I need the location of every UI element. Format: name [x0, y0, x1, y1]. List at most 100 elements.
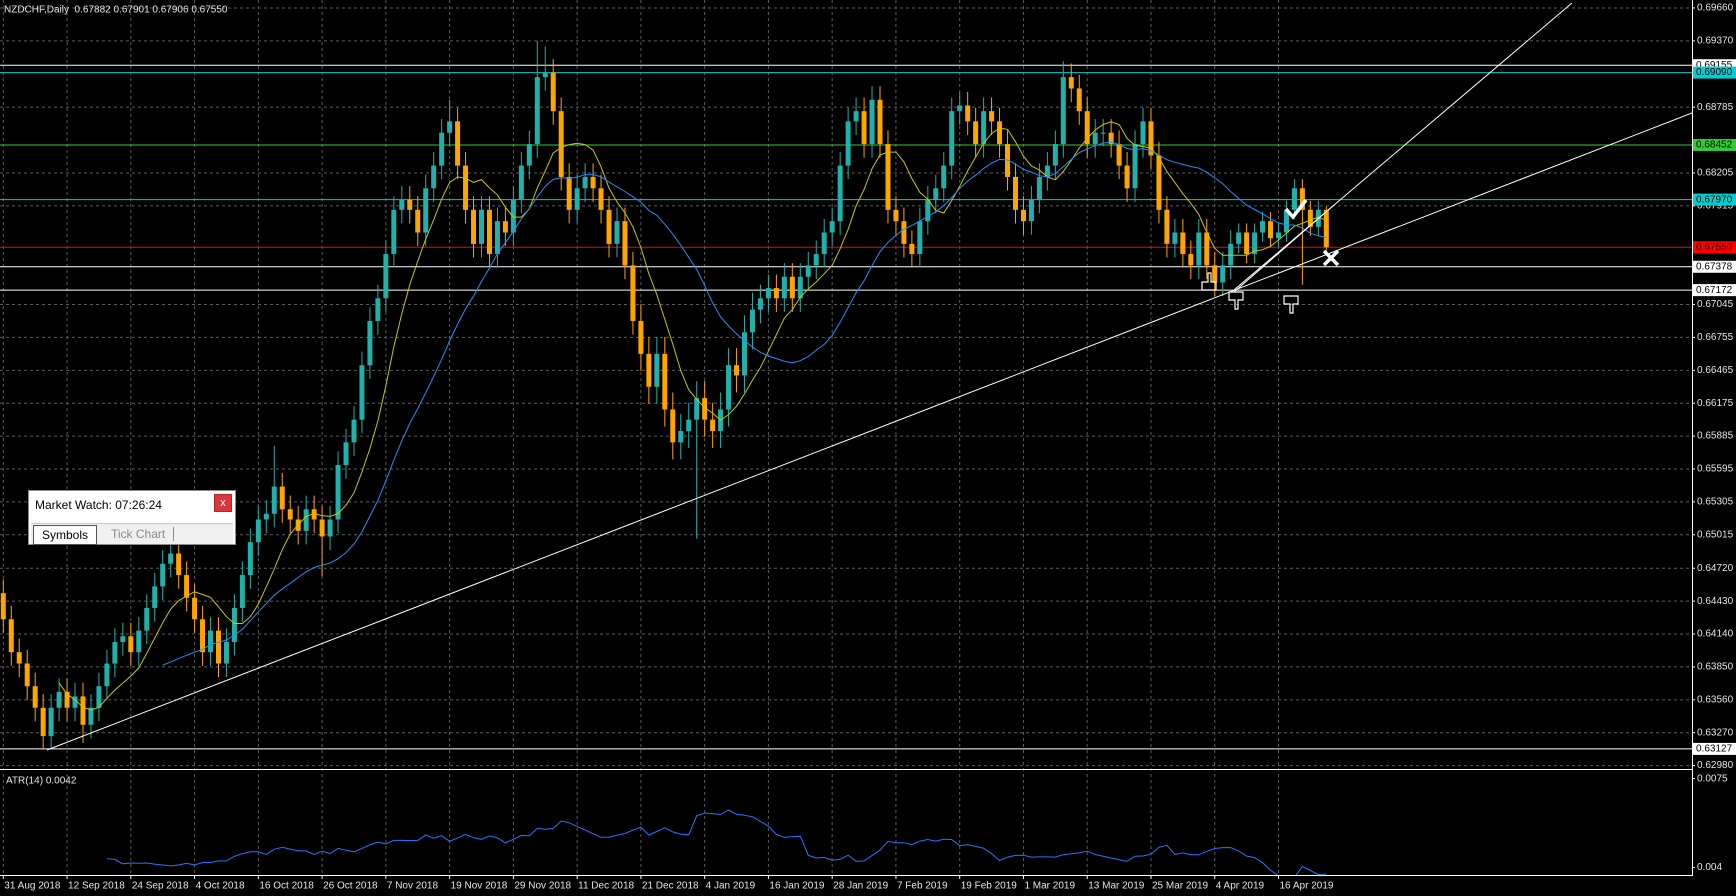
candle-body: [423, 188, 429, 233]
candle-body: [853, 111, 859, 122]
candle-body: [1148, 121, 1154, 156]
candle-body: [1188, 254, 1194, 266]
candle-body: [1236, 232, 1242, 244]
x-tick-label: 4 Oct 2018: [196, 881, 245, 892]
x-tick-label: 7 Nov 2018: [387, 881, 439, 892]
candle-body: [1276, 232, 1281, 239]
candle-body: [630, 265, 636, 321]
candle-body: [104, 663, 110, 687]
tab-bar: Symbols Tick Chart: [31, 523, 233, 545]
thumb-icon: [1201, 272, 1217, 291]
candle-body: [654, 353, 660, 387]
candle-body: [455, 121, 461, 166]
candle-body: [215, 630, 221, 664]
candle-body: [208, 630, 214, 653]
cross-icon: [1322, 249, 1340, 267]
candle-body: [176, 553, 182, 576]
check-icon: [1284, 198, 1308, 220]
candle-body: [16, 652, 22, 664]
candle-body: [120, 636, 126, 642]
y-tick-label: 0.65595: [1697, 464, 1734, 475]
candle-body: [710, 419, 716, 432]
candle-body: [112, 641, 118, 664]
candle-body: [271, 486, 277, 514]
candle-body: [1052, 144, 1058, 166]
candle-body: [574, 188, 580, 210]
candle-body: [550, 72, 556, 112]
candle-body: [303, 509, 309, 531]
candle-body: [1036, 176, 1042, 200]
candle-body: [726, 365, 732, 410]
candle-body: [1012, 176, 1018, 210]
y-tick-label: 0.0075: [1697, 773, 1728, 784]
candle-body: [144, 607, 150, 631]
candle-body: [32, 686, 38, 708]
candle-body: [734, 365, 740, 376]
candle-body: [694, 398, 700, 420]
candle-body: [494, 221, 500, 255]
candle-body: [359, 365, 365, 420]
x-tick-label: 11 Dec 2018: [578, 881, 634, 892]
chart-title: NZDCHF,Daily 0.67882 0.67901 0.67906 0.6…: [4, 5, 228, 16]
y-tick-label: 0.68785: [1697, 102, 1734, 113]
candle-body: [789, 276, 795, 299]
tab[interactable]: Tick Chart: [103, 527, 175, 541]
level-label: 0.67550: [1696, 242, 1733, 253]
y-tick-label: 0.69370: [1697, 35, 1734, 46]
candle-body: [510, 199, 516, 233]
candle-body: [1180, 232, 1186, 255]
level-box: [1693, 138, 1736, 151]
candle-body: [1228, 243, 1234, 266]
candle-body: [431, 165, 437, 189]
market-watch-window[interactable]: Market Watch: 07:26:24 x Symbols Tick Ch…: [28, 490, 236, 545]
candle-body: [479, 209, 484, 244]
candle-body: [558, 111, 564, 177]
labels: 0.69660 0.69370 0.68785 0.68205 0.67915 0.670…: [2, 3, 1736, 892]
candle-body: [949, 111, 955, 166]
candle-body: [40, 707, 46, 737]
candle-body: [773, 288, 779, 299]
candle-body: [1268, 221, 1274, 239]
y-tick-label: 0.65305: [1697, 497, 1734, 508]
candle-body: [941, 165, 947, 189]
candle-body: [486, 209, 492, 255]
candle-body: [981, 111, 987, 145]
candle-body: [1196, 232, 1202, 266]
candle-body: [1323, 209, 1329, 248]
candle-body: [925, 199, 931, 222]
candle-body: [885, 144, 891, 210]
candle-body: [8, 619, 14, 653]
candle-body: [72, 696, 78, 708]
candle-body: [973, 121, 979, 145]
candle-body: [1283, 209, 1289, 233]
candle-body: [1084, 111, 1090, 145]
close-button[interactable]: x: [214, 494, 232, 512]
x-tick-label: 24 Sep 2018: [132, 881, 189, 892]
candle-body: [1028, 199, 1034, 222]
candle-body: [582, 176, 588, 189]
tab[interactable]: Symbols: [33, 525, 98, 545]
level-label: 0.69090: [1696, 67, 1733, 78]
candle-body: [566, 176, 572, 210]
candle-body: [1132, 144, 1138, 189]
candle-body: [1068, 77, 1074, 89]
candle-body: [152, 586, 158, 608]
atr-line: [106, 809, 1327, 875]
candle-body: [223, 641, 229, 664]
candle-body: [255, 519, 261, 543]
y-tick-label: 0.69660: [1697, 3, 1734, 14]
x-tick-label: 1 Mar 2019: [1024, 881, 1075, 892]
x-tick-label: 29 Nov 2018: [514, 881, 571, 892]
candle-body: [598, 188, 604, 210]
candle-body: [821, 232, 827, 255]
x-tick-label: 31 Aug 2018: [4, 881, 61, 892]
candle-body: [160, 563, 166, 587]
level-box: [1693, 260, 1736, 273]
trend-line: [1233, 2, 1573, 291]
candle-body: [168, 553, 174, 564]
candle-body: [877, 99, 883, 145]
candle-body: [231, 607, 237, 642]
moving-average: [162, 141, 1327, 666]
y-tick-label: 0.65885: [1697, 431, 1734, 442]
candle-body: [781, 276, 787, 299]
